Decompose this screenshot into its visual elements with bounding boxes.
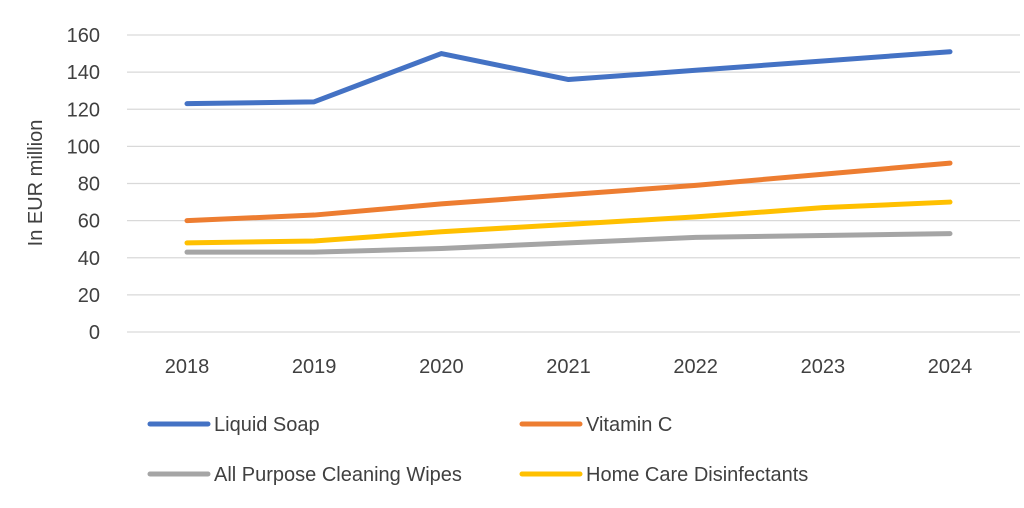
x-tick-label: 2024 (928, 356, 973, 378)
x-tick-label: 2021 (546, 356, 591, 378)
x-tick-label: 2019 (292, 356, 337, 378)
gridlines (127, 34, 1020, 333)
y-tick-label: 0 (89, 322, 100, 344)
legend-label-vitamin-c: Vitamin C (586, 414, 672, 436)
x-tick-label: 2022 (673, 356, 718, 378)
y-tick-label: 120 (67, 99, 100, 121)
legend-label-liquid-soap: Liquid Soap (214, 414, 320, 436)
y-axis-label: In EUR million (25, 120, 47, 247)
legend: Liquid Soap Vitamin C All Purpose Cleaning… (147, 414, 808, 486)
x-tick-label: 2020 (419, 356, 464, 378)
series-lines (184, 49, 953, 255)
series-line-home-care-disinfectants (184, 199, 953, 246)
x-tick-label: 2018 (165, 356, 210, 378)
y-tick-label: 100 (67, 136, 100, 158)
y-tick-label: 160 (67, 25, 100, 47)
y-tick-label: 60 (78, 211, 100, 233)
y-tick-label: 20 (78, 285, 100, 307)
x-axis-ticks: 2018 2019 2020 2021 2022 2023 2024 (165, 356, 973, 378)
y-tick-label: 140 (67, 62, 100, 84)
y-tick-label: 80 (78, 174, 100, 196)
x-tick-label: 2023 (801, 356, 846, 378)
legend-label-home-care-disinfectants: Home Care Disinfectants (586, 464, 808, 486)
y-tick-label: 40 (78, 248, 100, 270)
series-line-vitamin-c (184, 160, 953, 224)
series-line-all-purpose-cleaning-wipes (184, 231, 953, 255)
legend-label-all-purpose-cleaning-wipes: All Purpose Cleaning Wipes (214, 464, 462, 486)
series-line-liquid-soap (184, 49, 953, 107)
y-axis-ticks: 0 20 40 60 80 100 120 140 160 (67, 25, 100, 344)
